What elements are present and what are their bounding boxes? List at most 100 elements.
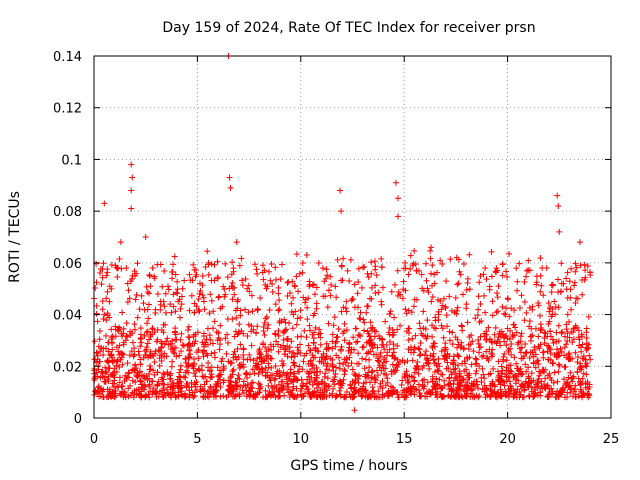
data-point bbox=[402, 306, 409, 313]
data-point bbox=[554, 378, 561, 385]
data-point bbox=[488, 248, 495, 255]
data-point bbox=[499, 303, 506, 310]
data-point bbox=[503, 342, 510, 349]
data-point bbox=[311, 388, 318, 395]
data-point bbox=[94, 352, 101, 359]
y-tick-label: 0.14 bbox=[53, 50, 82, 65]
data-point bbox=[182, 392, 189, 399]
data-point bbox=[310, 354, 317, 361]
data-point bbox=[492, 324, 499, 331]
data-point bbox=[292, 283, 299, 290]
data-point bbox=[149, 264, 156, 271]
data-point bbox=[299, 382, 306, 389]
data-point bbox=[523, 368, 530, 375]
data-point bbox=[199, 272, 206, 279]
data-point-outlier bbox=[556, 228, 563, 235]
data-point bbox=[374, 357, 381, 364]
data-point bbox=[182, 369, 189, 376]
data-point bbox=[305, 295, 312, 302]
data-point bbox=[497, 381, 504, 388]
data-point bbox=[443, 365, 450, 372]
data-point bbox=[260, 394, 267, 401]
data-point bbox=[369, 368, 376, 375]
data-point bbox=[123, 376, 130, 382]
data-point bbox=[540, 354, 547, 361]
data-point bbox=[107, 393, 114, 400]
y-tick-label: 0.04 bbox=[53, 309, 82, 324]
data-point bbox=[565, 356, 572, 363]
data-point bbox=[422, 260, 429, 267]
data-point bbox=[266, 377, 273, 384]
data-point bbox=[135, 348, 142, 355]
data-point bbox=[162, 290, 169, 297]
data-point bbox=[262, 344, 269, 351]
data-point bbox=[156, 362, 163, 369]
data-point bbox=[286, 320, 293, 327]
data-point bbox=[134, 314, 141, 321]
data-point bbox=[312, 347, 319, 354]
data-point bbox=[253, 266, 260, 273]
data-point bbox=[518, 355, 525, 362]
data-point bbox=[506, 336, 513, 343]
data-point bbox=[222, 291, 229, 298]
data-point bbox=[275, 393, 282, 400]
data-point bbox=[542, 330, 549, 337]
data-point bbox=[278, 385, 285, 392]
data-point bbox=[100, 316, 107, 323]
data-point bbox=[223, 350, 230, 357]
data-point bbox=[321, 278, 328, 285]
data-point bbox=[288, 300, 295, 307]
data-point bbox=[333, 352, 340, 359]
data-point bbox=[293, 251, 300, 258]
data-point bbox=[400, 278, 407, 285]
data-point bbox=[276, 306, 283, 313]
data-point bbox=[466, 346, 473, 353]
data-point bbox=[468, 361, 475, 368]
data-point bbox=[536, 345, 543, 352]
data-point bbox=[104, 376, 111, 383]
data-point bbox=[518, 344, 525, 351]
data-point bbox=[383, 390, 390, 397]
data-point bbox=[367, 348, 374, 355]
data-point bbox=[244, 332, 251, 339]
data-point bbox=[320, 360, 327, 367]
data-point bbox=[523, 267, 530, 274]
data-point bbox=[371, 341, 378, 348]
data-point bbox=[355, 265, 362, 272]
data-point bbox=[359, 385, 366, 392]
data-point bbox=[513, 329, 520, 336]
data-point bbox=[264, 325, 271, 332]
data-point bbox=[286, 344, 293, 351]
data-point bbox=[403, 368, 410, 375]
data-point bbox=[416, 352, 423, 359]
data-point bbox=[400, 265, 407, 272]
data-point bbox=[286, 348, 293, 355]
data-point bbox=[236, 321, 243, 328]
data-point bbox=[449, 341, 456, 348]
data-point bbox=[91, 338, 98, 345]
data-point bbox=[407, 252, 414, 259]
data-point bbox=[359, 344, 366, 351]
data-point bbox=[387, 387, 394, 394]
data-point bbox=[405, 386, 412, 393]
data-point bbox=[176, 378, 183, 385]
data-point bbox=[261, 332, 268, 339]
data-point bbox=[550, 359, 557, 366]
data-point bbox=[103, 317, 110, 324]
data-point bbox=[448, 307, 455, 314]
data-point bbox=[459, 360, 466, 367]
data-point bbox=[352, 389, 359, 396]
data-point bbox=[291, 362, 298, 369]
data-point bbox=[446, 375, 453, 382]
data-point bbox=[97, 348, 104, 355]
data-point bbox=[582, 274, 589, 281]
data-point bbox=[97, 270, 104, 277]
data-point bbox=[577, 378, 584, 385]
data-point bbox=[248, 328, 255, 335]
data-point bbox=[275, 341, 282, 348]
data-point bbox=[431, 340, 438, 347]
data-point bbox=[207, 374, 214, 381]
data-point bbox=[434, 388, 441, 395]
data-point bbox=[291, 282, 298, 289]
data-point bbox=[219, 303, 226, 310]
